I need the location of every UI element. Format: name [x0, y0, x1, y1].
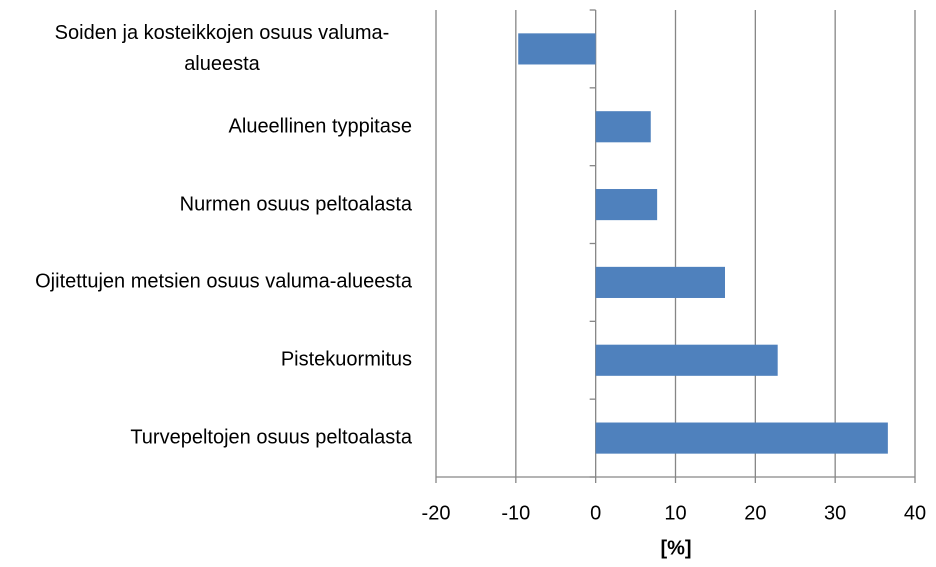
y-tick-label: Soiden ja kosteikkojen osuus valuma-alue…	[54, 21, 390, 75]
bar	[595, 422, 888, 454]
y-tick-label: Ojitettujen metsien osuus valuma-alueest…	[35, 270, 412, 293]
bar	[518, 33, 596, 65]
x-tick-label: 10	[664, 502, 686, 524]
bar	[595, 266, 725, 298]
x-axis-title: [%]	[660, 537, 691, 559]
category-label-box: Ojitettujen metsien osuus valuma-alueest…	[32, 267, 412, 298]
bar	[595, 189, 658, 221]
bar	[595, 111, 651, 143]
x-tick-label: 20	[744, 502, 766, 524]
y-tick-label: Turvepeltojen osuus peltoalasta	[130, 426, 412, 449]
x-tick-label: -10	[501, 502, 530, 524]
category-label-box: Nurmen osuus peltoalasta	[32, 189, 412, 220]
y-tick-label: Alueellinen typpitase	[228, 115, 412, 138]
x-tick-label: 0	[590, 502, 601, 524]
bar	[595, 344, 778, 376]
x-tick-label: 30	[824, 502, 846, 524]
category-label-box: Pistekuormitus	[32, 345, 412, 376]
category-label-box: Alueellinen typpitase	[32, 111, 412, 142]
y-tick-label: Pistekuormitus	[280, 348, 412, 371]
y-tick-label: Nurmen osuus peltoalasta	[179, 193, 412, 216]
category-label-box: Turvepeltojen osuus peltoalasta	[32, 423, 412, 454]
x-tick-label: 40	[904, 502, 926, 524]
x-tick-label: -20	[422, 502, 451, 524]
category-label-box: Soiden ja kosteikkojen osuus valuma-alue…	[32, 18, 412, 80]
